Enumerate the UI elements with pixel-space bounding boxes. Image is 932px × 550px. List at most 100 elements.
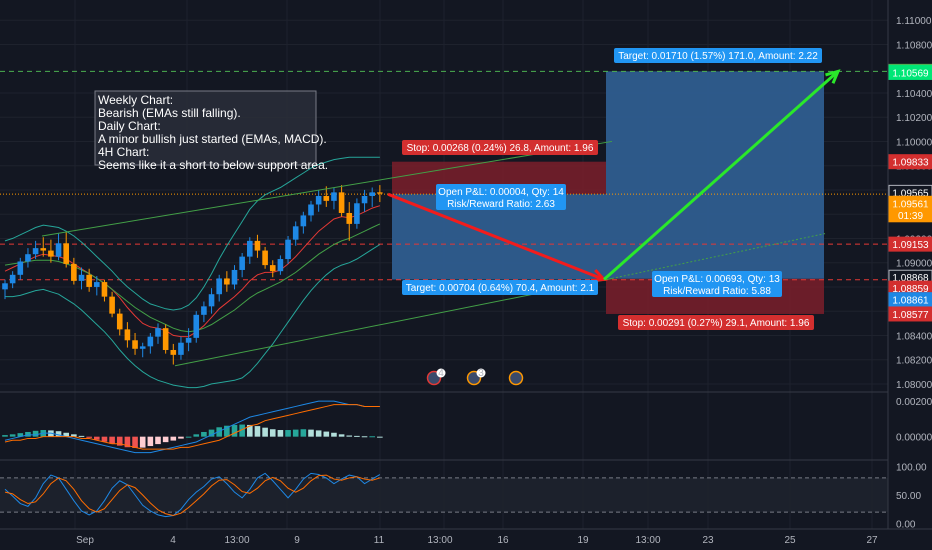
macd-histogram-bar bbox=[132, 436, 138, 449]
pnl-label-long: Open P&L: 0.00693, Qty: 13 bbox=[654, 274, 780, 285]
analysis-note[interactable]: Weekly Chart: Bearish (EMAs still fallin… bbox=[94, 90, 328, 172]
target-label-long-bg[interactable] bbox=[614, 48, 822, 63]
stoch-d-line bbox=[4, 474, 380, 516]
pnl-label-short: Risk/Reward Ratio: 2.63 bbox=[447, 199, 555, 210]
pnl-label-short: Open P&L: 0.00004, Qty: 14 bbox=[438, 187, 564, 198]
price-tick: 1.09000 bbox=[896, 259, 932, 270]
macd-histogram-bar bbox=[193, 434, 200, 437]
pnl-label-long-bg[interactable] bbox=[652, 271, 782, 297]
candle bbox=[201, 306, 207, 315]
price-badge bbox=[888, 236, 932, 252]
macd-histogram-bar bbox=[32, 430, 39, 437]
macd-histogram-bar bbox=[331, 432, 337, 437]
candle bbox=[224, 278, 230, 285]
candle bbox=[32, 248, 39, 255]
candle bbox=[139, 346, 146, 349]
macd-histogram-bar bbox=[139, 436, 146, 448]
macd-histogram-bar bbox=[308, 429, 314, 437]
stop-label-long-bg[interactable] bbox=[618, 315, 814, 330]
long-trade-arrow[interactable] bbox=[603, 70, 839, 281]
macd-histogram-bar bbox=[162, 436, 169, 443]
macd-histogram-bar bbox=[323, 431, 330, 437]
macd-histogram-bar bbox=[94, 436, 100, 440]
price-badge bbox=[888, 154, 932, 170]
long-trade-arrow-head bbox=[825, 69, 841, 84]
candle bbox=[2, 283, 8, 290]
short-trade-arrow[interactable] bbox=[387, 192, 605, 281]
time-tick: 13:00 bbox=[427, 535, 452, 546]
candle bbox=[40, 248, 47, 251]
macd-histogram-bar bbox=[377, 436, 383, 438]
candle bbox=[116, 313, 123, 330]
candle bbox=[346, 212, 353, 224]
candle bbox=[369, 192, 375, 196]
candle bbox=[147, 336, 154, 347]
time-tick: 16 bbox=[497, 535, 509, 546]
candle bbox=[361, 196, 368, 204]
candle bbox=[254, 240, 261, 251]
note-line: A minor bullish just started (EMAs, MACD… bbox=[98, 132, 327, 146]
macd-histogram-bar bbox=[86, 436, 92, 438]
candle bbox=[109, 296, 115, 314]
stoch-k-line bbox=[4, 472, 381, 518]
event-count: 3 bbox=[478, 368, 484, 379]
candle bbox=[185, 337, 192, 343]
macd-histogram-bar bbox=[2, 435, 8, 437]
macd-histogram-bar bbox=[25, 431, 31, 437]
macd-histogram-bar bbox=[338, 434, 345, 437]
candle bbox=[71, 263, 77, 281]
macd-histogram-bar bbox=[224, 425, 230, 437]
pnl-label-long: Risk/Reward Ratio: 5.88 bbox=[663, 286, 771, 297]
stop-label-long: Stop: 0.00291 (0.27%) 29.1, Amount: 1.96 bbox=[623, 318, 810, 329]
candle bbox=[323, 196, 330, 201]
price-tick: 1.10400 bbox=[896, 89, 932, 100]
candle bbox=[48, 250, 54, 257]
stop-label-short: Stop: 0.00268 (0.24%) 26.8, Amount: 1.96 bbox=[407, 143, 594, 154]
target-label-short-bg[interactable] bbox=[402, 280, 598, 295]
macd-histogram-bar bbox=[170, 436, 177, 441]
note-line: Weekly Chart: bbox=[98, 93, 173, 107]
event-marker[interactable] bbox=[508, 370, 524, 386]
time-tick: 4 bbox=[170, 535, 176, 546]
macd-histogram-bar bbox=[185, 436, 192, 438]
macd-histogram-bar bbox=[178, 436, 184, 439]
candle bbox=[308, 204, 314, 216]
price-tick: 1.08000 bbox=[896, 380, 932, 391]
macd-tick: 0.00000 bbox=[896, 433, 932, 444]
price-tick: 1.10000 bbox=[896, 137, 932, 148]
price-badge-label: 1.09565 bbox=[892, 188, 929, 199]
macd-histogram-bar bbox=[109, 436, 115, 444]
price-badge bbox=[888, 64, 932, 80]
macd-histogram-bar bbox=[354, 435, 360, 437]
candle bbox=[285, 239, 291, 260]
stoch-tick: 0.00 bbox=[896, 519, 916, 530]
candle bbox=[231, 269, 238, 285]
macd-tick: 0.00200 bbox=[896, 397, 932, 408]
candle bbox=[25, 254, 31, 262]
pnl-label-short-bg[interactable] bbox=[436, 184, 566, 210]
macd-histogram-bar bbox=[116, 436, 123, 446]
price-tick: 1.10800 bbox=[896, 40, 932, 51]
candle bbox=[124, 329, 131, 341]
candle bbox=[17, 261, 24, 275]
candle bbox=[86, 274, 92, 287]
candle bbox=[170, 349, 177, 355]
macd-histogram-bar bbox=[231, 424, 238, 437]
note-line: 4H Chart: bbox=[98, 145, 149, 159]
candle bbox=[132, 340, 138, 349]
channel-upper[interactable] bbox=[41, 140, 613, 237]
price-tick: 1.11000 bbox=[896, 16, 932, 27]
ema-slow-line bbox=[4, 223, 381, 333]
price-badge-label: 1.09153 bbox=[892, 240, 929, 251]
stop-label-short-bg[interactable] bbox=[402, 140, 598, 155]
price-badge-label: 1.08577 bbox=[892, 310, 929, 321]
macd-histogram-bar bbox=[254, 426, 261, 437]
price-badge bbox=[888, 306, 932, 322]
candle bbox=[269, 265, 276, 272]
price-badge-label: 1.09561 bbox=[892, 199, 929, 210]
channel-extension[interactable] bbox=[611, 233, 826, 279]
event-count-badge bbox=[436, 368, 446, 378]
note-line: Daily Chart: bbox=[98, 119, 161, 133]
macd-histogram-bar bbox=[155, 436, 161, 445]
